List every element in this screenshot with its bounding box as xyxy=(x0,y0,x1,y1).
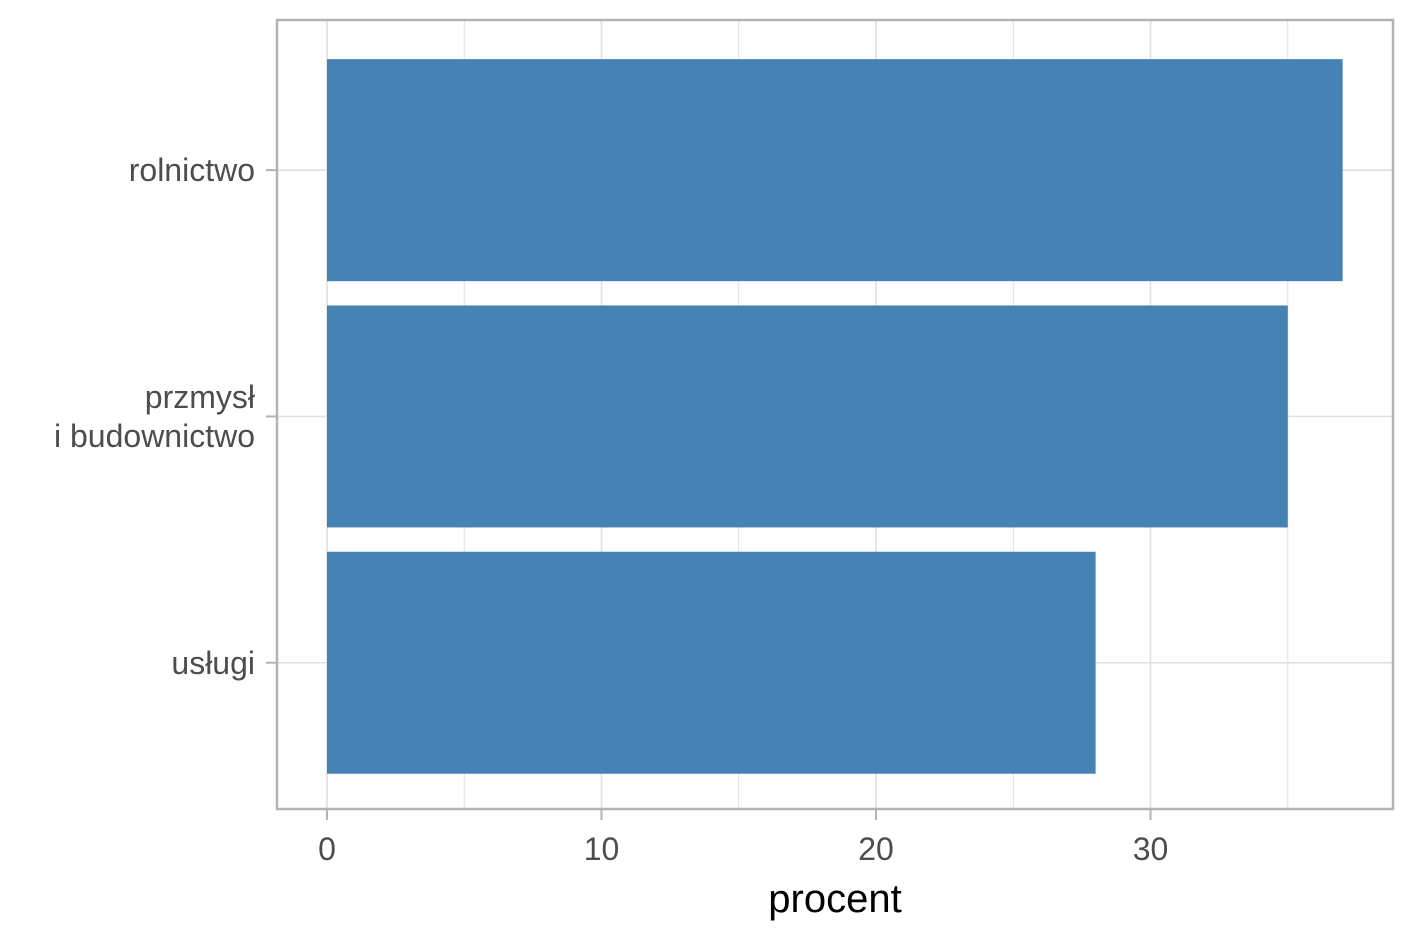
x-axis-title: procent xyxy=(768,877,901,921)
y-tick-label: przmysł xyxy=(145,379,255,415)
x-tick-label: 20 xyxy=(858,831,894,867)
bar xyxy=(327,59,1343,282)
y-tick-label: usługi xyxy=(171,645,255,681)
x-axis: 0 10 20 30 xyxy=(318,809,1168,867)
x-tick-label: 30 xyxy=(1133,831,1169,867)
panel-border xyxy=(275,18,1395,811)
bars xyxy=(327,59,1343,774)
bar xyxy=(327,305,1288,528)
bar xyxy=(327,551,1096,774)
y-tick-label: i budownictwo xyxy=(54,418,255,454)
x-tick-label: 0 xyxy=(318,831,336,867)
x-tick-label: 10 xyxy=(584,831,620,867)
y-tick-label: rolnictwo xyxy=(129,152,255,188)
